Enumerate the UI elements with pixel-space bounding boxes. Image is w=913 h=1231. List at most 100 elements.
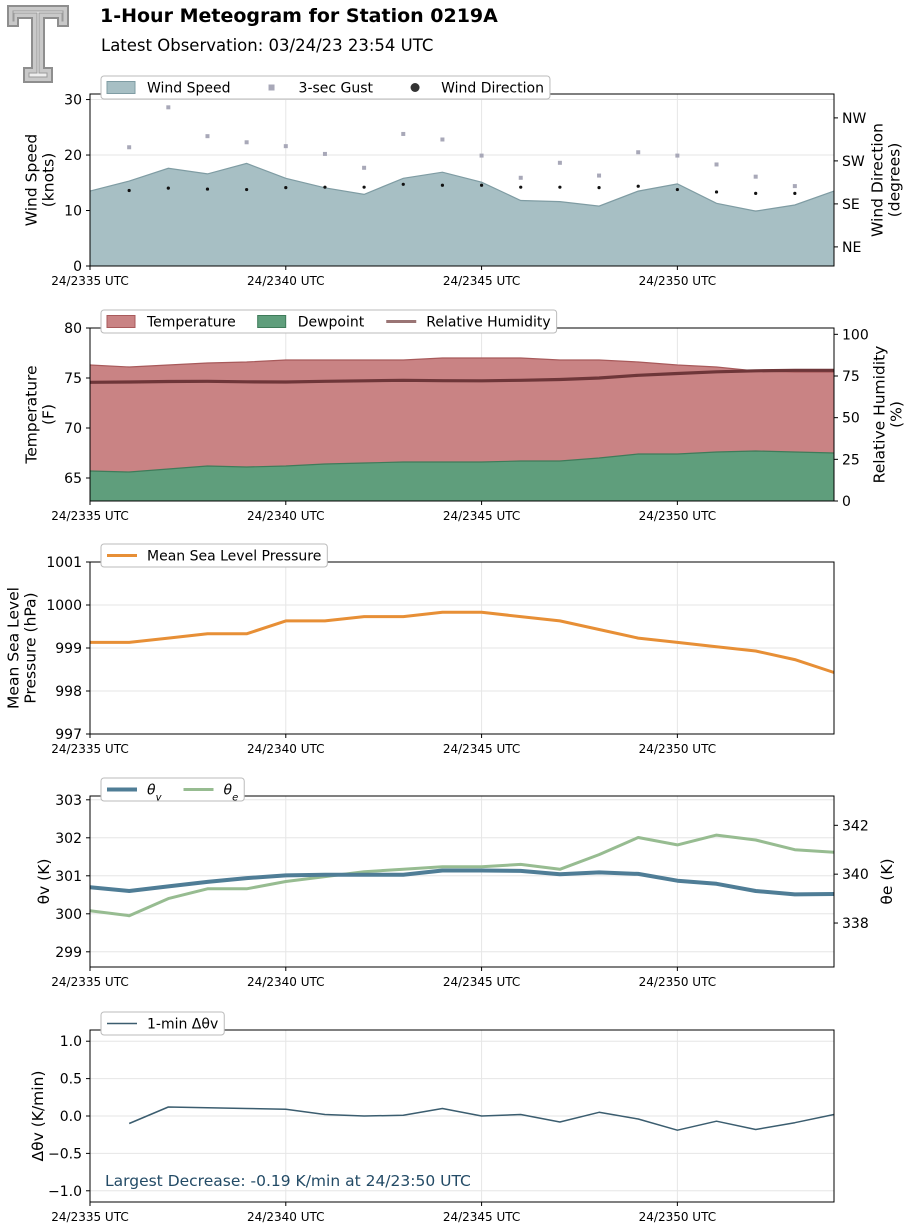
legend-label: 1-min Δθv	[147, 1017, 218, 1033]
y-tick-label: 70	[64, 421, 82, 437]
y2-tick-label: 340	[842, 867, 869, 883]
x-tick-label: 24/2345 UTC	[443, 1210, 520, 1224]
gust-marker	[753, 174, 758, 179]
page-subtitle: Latest Observation: 03/24/23 23:54 UTC	[101, 36, 434, 55]
y2-tick-label: 100	[842, 327, 869, 343]
legend-label: 3-sec Gust	[299, 81, 374, 97]
theta-e-line	[89, 833, 835, 918]
y-axis-label: Wind Speed(knots)	[23, 134, 58, 226]
y-tick-label: −0.5	[48, 1146, 82, 1162]
x-tick-label: 24/2335 UTC	[51, 509, 128, 523]
pressure-panel: 24/2335 UTC 24/2340 UTC 24/2345 UTC 24/2350…	[5, 543, 835, 756]
x-tick-label: 24/2340 UTC	[247, 1210, 324, 1224]
y2-tick-label: 75	[842, 369, 860, 385]
y-tick-label: 30	[64, 93, 82, 109]
largest-decrease-annotation: Largest Decrease: -0.19 K/min at 24/23:5…	[105, 1172, 471, 1190]
gust-marker	[127, 145, 132, 150]
y-tick-label: 303	[55, 793, 82, 809]
wind-direction-marker	[401, 182, 405, 186]
delta-theta-line	[128, 1106, 835, 1131]
mslp-line	[90, 610, 835, 674]
legend-label: Relative Humidity	[426, 315, 550, 331]
legend-box	[100, 543, 328, 568]
wind-direction-marker	[519, 185, 523, 189]
y-tick-label: 300	[55, 907, 82, 923]
y-tick-label: 302	[55, 831, 82, 847]
y-tick-label: 998	[55, 684, 82, 700]
y-axis-label: Temperature(F)	[23, 365, 58, 464]
wind-direction-marker	[362, 185, 366, 189]
x-tick-label: 24/2350 UTC	[639, 742, 716, 756]
x-tick-label: 24/2345 UTC	[443, 509, 520, 523]
relative-humidity-line	[89, 368, 834, 384]
wind-direction-marker	[323, 185, 327, 189]
wind-direction-marker	[166, 186, 170, 190]
y2-tick-label: NE	[842, 240, 861, 256]
gust-marker	[244, 140, 249, 145]
legend-swatch	[257, 315, 287, 328]
y2-axis-label: Wind Direction(degrees)	[869, 123, 904, 237]
y-axis-label: Mean Sea LevelPressure (hPa)	[5, 587, 40, 709]
legend-label: Wind Direction	[441, 81, 544, 97]
y-tick-label: 0.5	[60, 1072, 82, 1088]
y-tick-label: 20	[64, 148, 82, 164]
y-tick-label: 75	[64, 371, 82, 387]
legend-box	[100, 1011, 225, 1036]
y2-tick-label: SE	[842, 197, 860, 213]
wind-speed-area	[90, 163, 834, 266]
temperature-panel: 24/2335 UTC 24/2340 UTC 24/2345 UTC 24/2350…	[23, 309, 906, 523]
gust-marker	[636, 150, 641, 155]
y-tick-label: 65	[64, 471, 82, 487]
x-tick-label: 24/2340 UTC	[247, 742, 324, 756]
gust-marker	[440, 137, 445, 142]
y-tick-label: 1001	[46, 555, 82, 571]
y2-tick-label: SW	[842, 154, 865, 170]
y2-tick-label: 0	[842, 494, 851, 510]
x-tick-label: 24/2335 UTC	[51, 742, 128, 756]
legend-swatch	[410, 83, 420, 92]
y2-axis-label: θe (K)	[878, 858, 896, 904]
y-tick-label: 0	[73, 259, 82, 275]
wind-direction-marker	[597, 186, 601, 190]
y-tick-label: 997	[55, 727, 82, 743]
y-tick-label: 0.0	[60, 1109, 82, 1125]
y-tick-label: 301	[55, 869, 82, 885]
y-tick-label: 80	[64, 321, 82, 337]
wind-direction-marker	[205, 187, 210, 191]
dewpoint-area	[90, 451, 834, 501]
legend-swatch	[268, 84, 275, 91]
x-tick-label: 24/2340 UTC	[247, 975, 324, 989]
wind-direction-marker	[479, 183, 484, 187]
y-tick-label: 1.0	[60, 1034, 82, 1050]
page-title: 1-Hour Meteogram for Station 0219A	[100, 5, 498, 27]
temperature-area-edge	[89, 357, 834, 373]
gust-marker	[518, 175, 523, 180]
y-tick-label: 299	[55, 945, 82, 961]
y-axis-label: Δθv (K/min)	[29, 1071, 47, 1162]
x-tick-label: 24/2340 UTC	[247, 509, 324, 523]
x-tick-label: 24/2345 UTC	[443, 975, 520, 989]
y-tick-label: −1.0	[48, 1184, 82, 1200]
legend-box	[100, 309, 558, 334]
gust-marker	[166, 105, 171, 110]
y-axis-label: θv (K)	[35, 859, 53, 905]
legend-label: Wind Speed	[147, 81, 231, 97]
plot-frame	[89, 795, 835, 968]
x-tick-label: 24/2350 UTC	[639, 509, 716, 523]
x-tick-label: 24/2335 UTC	[51, 274, 128, 288]
gust-marker	[714, 162, 719, 167]
y2-tick-label: 50	[842, 411, 860, 427]
wind-direction-marker	[127, 188, 131, 193]
wind-speed-area-edge	[89, 162, 835, 212]
wind-direction-marker	[754, 191, 758, 195]
legend-swatch	[106, 81, 136, 94]
legend-box	[100, 777, 245, 802]
legend-label: Dewpoint	[298, 315, 365, 331]
y2-tick-label: 342	[842, 818, 869, 834]
y-tick-label: 10	[64, 204, 82, 220]
x-tick-label: 24/2345 UTC	[443, 274, 520, 288]
wind-direction-marker	[636, 184, 640, 188]
legend-label: Mean Sea Level Pressure	[147, 549, 321, 565]
gust-marker	[322, 151, 327, 156]
x-tick-label: 24/2340 UTC	[247, 274, 324, 288]
